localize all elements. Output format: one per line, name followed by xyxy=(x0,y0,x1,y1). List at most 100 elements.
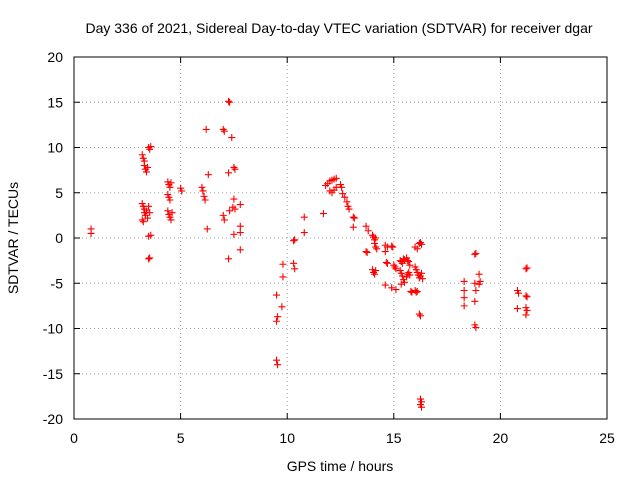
grid-lines xyxy=(74,57,607,419)
data-point xyxy=(332,174,340,182)
data-point xyxy=(300,213,308,221)
data-point xyxy=(168,209,176,217)
data-point xyxy=(167,179,175,187)
data-point xyxy=(290,259,298,267)
data-point xyxy=(460,286,468,294)
data-point xyxy=(166,196,174,204)
data-point xyxy=(419,275,427,283)
data-point xyxy=(523,264,531,272)
data-point xyxy=(341,193,349,201)
y-axis-label: SDTVAR / TECUs xyxy=(5,182,21,294)
data-point xyxy=(274,313,282,321)
data-point xyxy=(522,265,530,273)
data-point xyxy=(226,207,234,215)
data-point xyxy=(472,286,480,294)
data-point xyxy=(278,303,286,311)
data-point xyxy=(87,229,95,237)
data-point xyxy=(146,254,154,262)
data-point xyxy=(338,183,346,191)
data-point xyxy=(388,284,396,292)
data-point xyxy=(372,243,380,251)
data-point xyxy=(145,255,153,263)
data-point xyxy=(343,198,351,206)
data-point xyxy=(147,143,155,151)
data-point xyxy=(230,195,238,203)
data-point xyxy=(407,287,415,295)
plot-frame xyxy=(73,56,608,420)
data-point xyxy=(274,361,282,369)
data-point xyxy=(398,272,406,280)
data-point xyxy=(475,280,483,288)
data-point xyxy=(471,250,479,258)
data-point xyxy=(373,245,381,253)
data-points xyxy=(87,97,531,411)
data-point xyxy=(418,240,426,248)
data-point xyxy=(164,207,172,215)
data-point xyxy=(350,214,358,222)
data-point xyxy=(231,165,239,173)
data-point xyxy=(349,213,357,221)
data-point xyxy=(236,201,244,209)
data-point xyxy=(413,245,421,253)
data-point xyxy=(513,305,521,313)
x-tick-label: 25 xyxy=(599,430,615,446)
data-point xyxy=(200,192,208,200)
y-tick-label: -5 xyxy=(51,275,64,291)
data-point xyxy=(397,280,405,288)
data-point xyxy=(371,270,379,278)
data-point xyxy=(475,270,483,278)
data-point xyxy=(345,205,353,213)
data-point xyxy=(273,317,281,325)
data-point xyxy=(522,311,530,319)
data-point xyxy=(236,229,244,237)
x-axis-label: GPS time / hours xyxy=(287,458,394,474)
data-point xyxy=(404,257,412,265)
data-point xyxy=(225,255,233,263)
x-tick-label: 5 xyxy=(177,430,185,446)
y-tick-label: 20 xyxy=(47,49,63,65)
y-tick-label: -10 xyxy=(43,321,63,337)
data-point xyxy=(225,97,233,105)
data-point xyxy=(225,169,233,177)
data-point xyxy=(362,248,370,256)
x-tick-label: 0 xyxy=(70,430,78,446)
data-point xyxy=(202,125,210,133)
data-point xyxy=(418,269,426,277)
data-point xyxy=(146,209,154,217)
data-point xyxy=(220,216,228,224)
data-point xyxy=(290,237,298,245)
data-point xyxy=(291,265,299,273)
y-tick-label: 5 xyxy=(55,185,63,201)
data-point xyxy=(398,259,406,267)
y-tick-label: -15 xyxy=(43,366,63,382)
data-point xyxy=(138,216,146,224)
data-point xyxy=(228,134,236,142)
chart-title: Day 336 of 2021, Sidereal Day-to-day VTE… xyxy=(85,20,592,36)
data-point xyxy=(471,279,479,287)
x-tick-label: 15 xyxy=(386,430,402,446)
data-point xyxy=(144,163,152,171)
data-point xyxy=(372,234,380,242)
y-tick-label: -20 xyxy=(43,411,63,427)
data-point xyxy=(178,187,186,195)
data-point xyxy=(406,271,414,279)
y-tick-label: 10 xyxy=(47,140,63,156)
data-point xyxy=(382,258,390,266)
data-point xyxy=(145,202,153,210)
data-point xyxy=(231,205,239,213)
data-point xyxy=(412,288,420,296)
data-point xyxy=(230,230,238,238)
data-point xyxy=(166,183,174,191)
data-point xyxy=(418,403,426,411)
data-point xyxy=(279,260,287,268)
data-point xyxy=(416,239,424,247)
data-point xyxy=(399,255,407,263)
data-point xyxy=(523,306,531,314)
data-point xyxy=(167,216,175,224)
data-point xyxy=(515,289,523,297)
data-point xyxy=(364,227,372,235)
data-point xyxy=(388,242,396,250)
data-point xyxy=(460,294,468,302)
data-point xyxy=(300,229,308,237)
data-point xyxy=(142,168,150,176)
